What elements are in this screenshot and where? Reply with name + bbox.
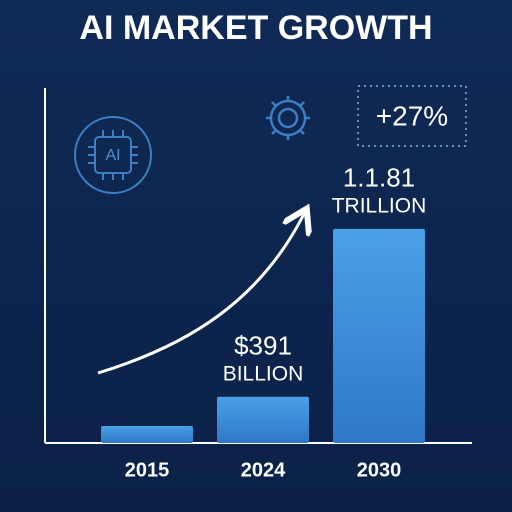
bar: [333, 228, 425, 443]
trend-arrow: [97, 214, 304, 375]
chip-label: AI: [105, 147, 120, 164]
growth-badge: +27%: [376, 100, 448, 131]
x-tick-label: 2024: [241, 459, 286, 481]
bar: [101, 425, 193, 443]
value-label: $391: [234, 331, 292, 361]
gear-icon: [266, 96, 310, 140]
badge-frame: [357, 85, 467, 147]
value-label: TRILLION: [332, 194, 427, 217]
x-tick-label: 2015: [125, 459, 170, 481]
value-label: 1.1.81: [343, 163, 415, 193]
value-label: BILLION: [223, 362, 304, 385]
x-tick-label: 2030: [357, 459, 402, 481]
chip-icon: [74, 116, 152, 194]
bar: [217, 396, 309, 443]
chart-title: AI MARKET GROWTH: [79, 9, 432, 47]
